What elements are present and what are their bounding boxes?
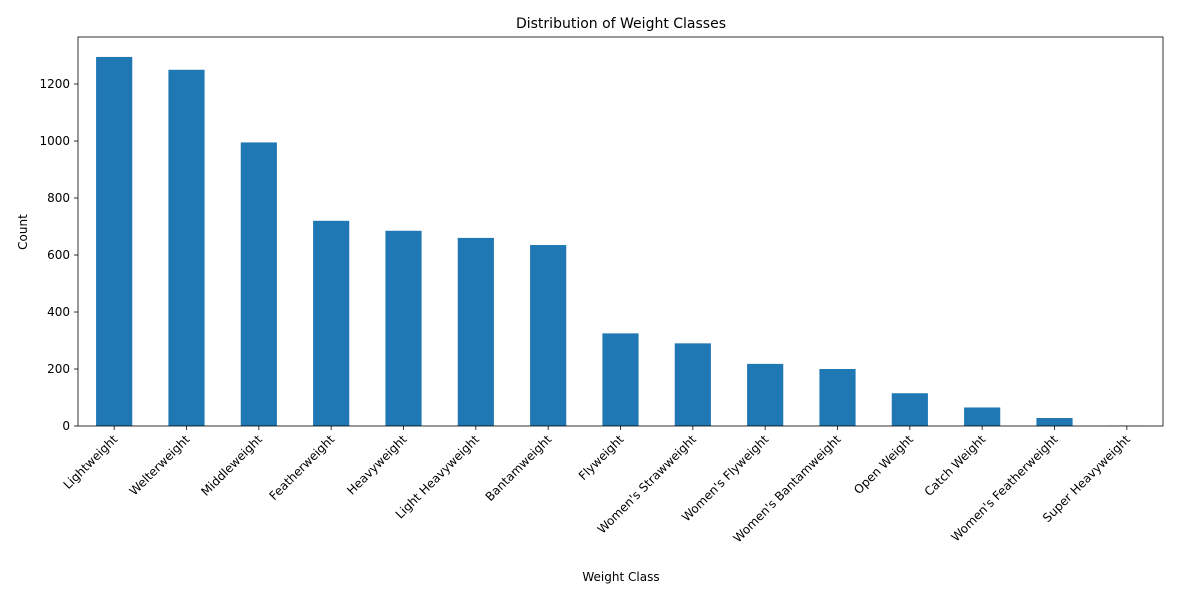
y-tick-label: 800 xyxy=(47,191,70,205)
y-tick-label: 0 xyxy=(62,419,70,433)
y-tick-label: 600 xyxy=(47,248,70,262)
y-tick-label: 400 xyxy=(47,305,70,319)
bar xyxy=(964,407,1001,426)
bar xyxy=(819,369,856,426)
y-tick-label: 1200 xyxy=(39,77,70,91)
bar xyxy=(891,393,928,426)
bar xyxy=(96,56,133,426)
bar xyxy=(674,343,711,426)
bar xyxy=(1036,418,1073,426)
y-tick-label: 200 xyxy=(47,362,70,376)
bar xyxy=(385,230,422,426)
y-axis-label: Count xyxy=(16,214,30,250)
bar xyxy=(313,220,350,426)
bar xyxy=(457,237,494,426)
bars-group xyxy=(96,56,1145,427)
bar xyxy=(602,333,639,426)
bar xyxy=(240,142,277,426)
y-tick-label: 1000 xyxy=(39,134,70,148)
bar xyxy=(530,245,567,426)
chart-title: Distribution of Weight Classes xyxy=(516,16,726,32)
bar xyxy=(168,69,205,427)
bar xyxy=(747,363,784,426)
plot-frame xyxy=(77,36,1164,427)
x-axis-label: Weight Class xyxy=(582,570,659,584)
y-axis-ticks: 0 200 400 600 800 1000 1200 xyxy=(39,77,78,433)
